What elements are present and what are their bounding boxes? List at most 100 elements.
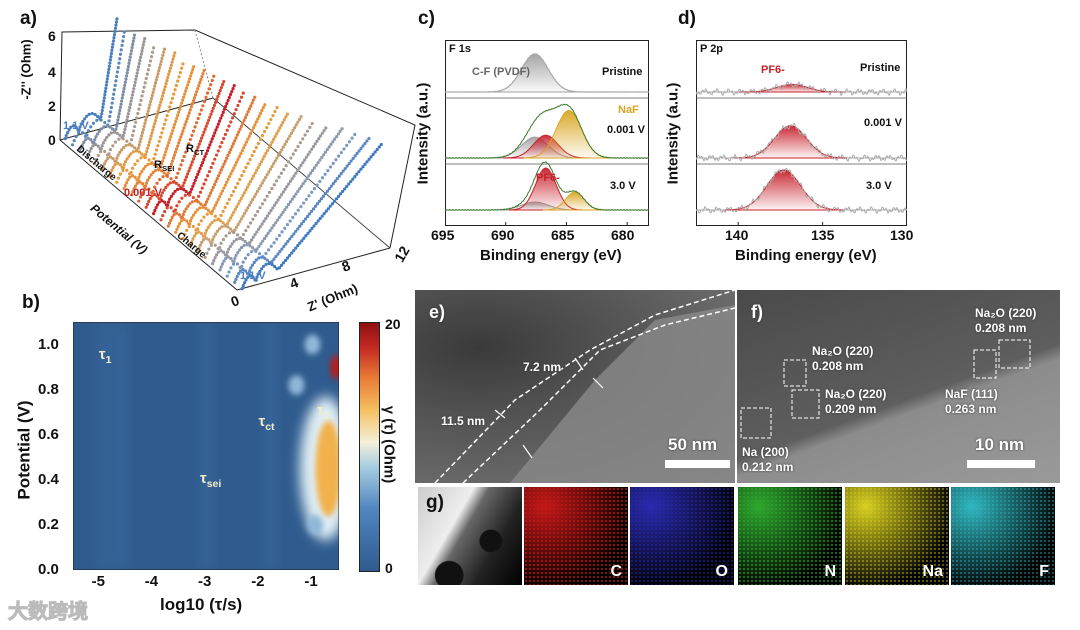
c-tick-695: 695 [431, 227, 455, 243]
spectrum-envelope [696, 167, 907, 215]
lattice-spacing: 0.208 nm [975, 321, 1027, 335]
colorbar-tick-20: 20 [385, 316, 401, 332]
eis-trace [144, 78, 226, 209]
pf6-peak-label-d: PF6- [761, 64, 785, 76]
spectrum-envelope [696, 122, 907, 163]
axis-potential [59, 139, 238, 291]
z-tick-2: 2 [48, 98, 56, 114]
b-x-tick: -3 [198, 573, 212, 590]
b-x-axis-label: log10 (τ/s) [160, 595, 243, 614]
peak-label: τ1 [98, 345, 112, 366]
lattice-phase: Na₂O (220) [975, 306, 1037, 320]
heatmap-hotspot [315, 420, 339, 517]
eds-map-f: F [951, 487, 1055, 585]
plot-frame [445, 40, 649, 226]
lattice-annotation: NaF (111) 0.263 nm [945, 387, 998, 417]
plot-frame [696, 40, 907, 226]
scale-bar [967, 460, 1035, 468]
b-y-axis-label: Potential (V) [14, 400, 34, 500]
panel-e-label: e) [429, 302, 446, 322]
fft-box [973, 349, 997, 379]
eis-trace [218, 126, 344, 272]
lattice-annotation: Na (200) 0.212 nm [742, 445, 793, 475]
eds-signal [951, 487, 1055, 585]
scale-bar-label: 10 nm [975, 435, 1025, 454]
d-tick-135: 135 [811, 227, 835, 243]
fft-box [791, 389, 820, 419]
start-potential-label: 1.1 V [63, 120, 89, 132]
scale-bar-label: 50 nm [668, 435, 718, 454]
heatmap-hotspot [307, 514, 324, 535]
spectrum-envelope [696, 81, 907, 97]
b-x-tick: -2 [251, 573, 265, 590]
eis-trace [152, 82, 237, 216]
d-series-3v: 3.0 V [866, 180, 892, 192]
d-y-axis-label: Intensity (a.u.) [664, 82, 682, 185]
eds-element-label: F [1039, 563, 1049, 580]
panel-a-3d-plot [59, 16, 416, 291]
eds-signal [524, 487, 628, 585]
end-potential-label: 1.1 V [240, 270, 266, 282]
eds-element-label: C [610, 563, 622, 580]
thickness-label-2: 11.5 nm [441, 414, 486, 428]
peak-label: τct [258, 413, 275, 434]
d-series-0001: 0.001 V [864, 117, 902, 129]
panel-f-hrtem-image: f) Na₂O (220) 0.208 nm Na₂O (220) 0.209 nm… [737, 290, 1060, 483]
peak-label-subscript: 2 [323, 410, 330, 423]
haadf-image [418, 487, 522, 585]
eis-trace [78, 31, 137, 153]
eis-trace [233, 136, 371, 284]
d-series-pristine: Pristine [860, 62, 901, 74]
d-tick-130: 130 [890, 227, 914, 243]
eis-trace [92, 43, 156, 166]
eis-trace [137, 74, 216, 203]
eis-trace [100, 46, 167, 172]
c-series-3v: 3.0 V [610, 180, 636, 192]
heatmap-streak [114, 322, 127, 570]
fft-box [783, 359, 807, 387]
eis-trace [181, 104, 280, 241]
eds-signal [738, 487, 842, 585]
eds-element-label: O [715, 563, 728, 580]
panel-a-label: a) [20, 8, 37, 29]
c-series-pristine: Pristine [602, 66, 643, 78]
axis-zre [236, 247, 391, 291]
eds-map-na: Na [845, 487, 949, 585]
arrow-7.2 [574, 357, 584, 371]
lattice-annotation: Na₂O (220) 0.208 nm [812, 344, 873, 374]
c-title: F 1s [449, 43, 472, 55]
r-sei-symbol: R [154, 159, 162, 171]
c-x-axis-label: Binding energy (eV) [480, 247, 622, 264]
sei-boundary-inner [462, 307, 735, 483]
heatmap-streak [263, 322, 276, 570]
c-series-0001: 0.001 V [607, 124, 645, 136]
eds-map-c: C [524, 487, 628, 585]
r-sei-label: RSEI [154, 159, 174, 173]
colorbar-label: γ (τ) (Ohm) [380, 405, 398, 484]
eds-element-label: N [824, 563, 836, 580]
heatmap-hotspot [304, 334, 321, 355]
r-ct-label: RCT [186, 143, 204, 157]
fitted-peak [734, 125, 848, 159]
eds-signal [845, 487, 949, 585]
eis-trace [240, 141, 385, 291]
d-tick-140: 140 [725, 227, 749, 243]
thickness-label-1: 7.2 nm [523, 360, 562, 374]
lattice-spacing: 0.208 nm [812, 359, 864, 373]
r-ct-symbol: R [186, 143, 194, 155]
heatmap-hotspot [288, 375, 305, 396]
lattice-annotation: Na₂O (220) 0.209 nm [825, 387, 886, 417]
fft-box [740, 407, 772, 439]
eis-trace [203, 119, 316, 259]
d-title: P 2p [700, 43, 724, 55]
eds-map-n: N [738, 487, 842, 585]
z-tick-4: 4 [48, 64, 56, 80]
eis-trace [129, 66, 207, 197]
eis-trace [188, 110, 290, 247]
eis-trace [174, 100, 268, 234]
watermark: 大数跨境 [8, 601, 89, 624]
lattice-phase: NaF (111) [945, 387, 998, 401]
naf-peak-label: NaF [618, 104, 639, 116]
cf-peak-label: C-F (PVDF) [472, 66, 531, 78]
d-x-axis-label: Binding energy (eV) [735, 247, 877, 264]
